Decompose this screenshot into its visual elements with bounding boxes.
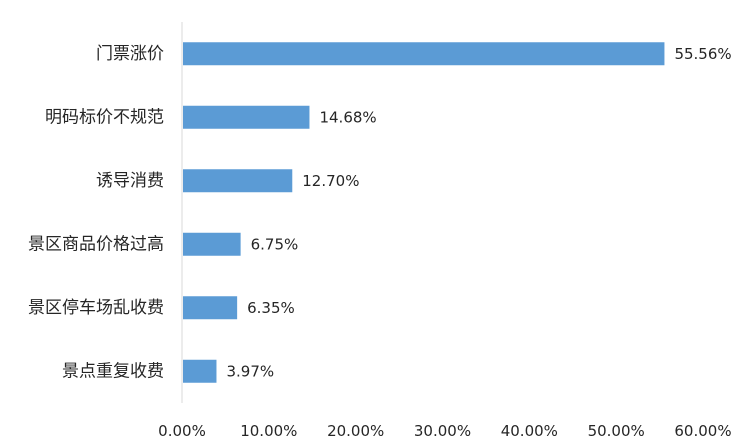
bar xyxy=(183,169,293,193)
x-tick-label: 60.00% xyxy=(674,422,731,440)
bar xyxy=(183,296,238,320)
x-tick-label: 30.00% xyxy=(414,422,471,440)
category-label: 诱导消费 xyxy=(96,171,164,191)
bar xyxy=(183,232,241,256)
category-label: 门票涨价 xyxy=(96,44,164,64)
category-label: 景区商品价格过高 xyxy=(28,234,164,254)
x-tick-label: 50.00% xyxy=(588,422,645,440)
value-label: 6.35% xyxy=(247,299,295,317)
value-label: 14.68% xyxy=(319,108,376,126)
x-tick-label: 0.00% xyxy=(158,422,206,440)
x-tick-label: 40.00% xyxy=(501,422,558,440)
x-tick-labels: 0.00% 10.00% 20.00% 30.00% 40.00% 50.00% 60.00… xyxy=(158,422,731,440)
bar xyxy=(183,42,665,66)
x-tick-label: 10.00% xyxy=(240,422,297,440)
category-label: 明码标价不规范 xyxy=(45,107,164,127)
bars-group xyxy=(183,42,665,383)
category-label: 景区停车场乱收费 xyxy=(28,298,164,318)
value-label: 55.56% xyxy=(674,45,731,63)
value-label: 6.75% xyxy=(251,235,299,253)
bar xyxy=(183,359,217,383)
value-labels: 55.56% 14.68% 12.70% 6.75% 6.35% 3.97% xyxy=(226,45,731,381)
bar xyxy=(183,105,310,129)
category-label: 景点重复收费 xyxy=(62,361,164,381)
value-label: 3.97% xyxy=(226,362,274,380)
value-label: 12.70% xyxy=(302,172,359,190)
x-tick-label: 20.00% xyxy=(327,422,384,440)
